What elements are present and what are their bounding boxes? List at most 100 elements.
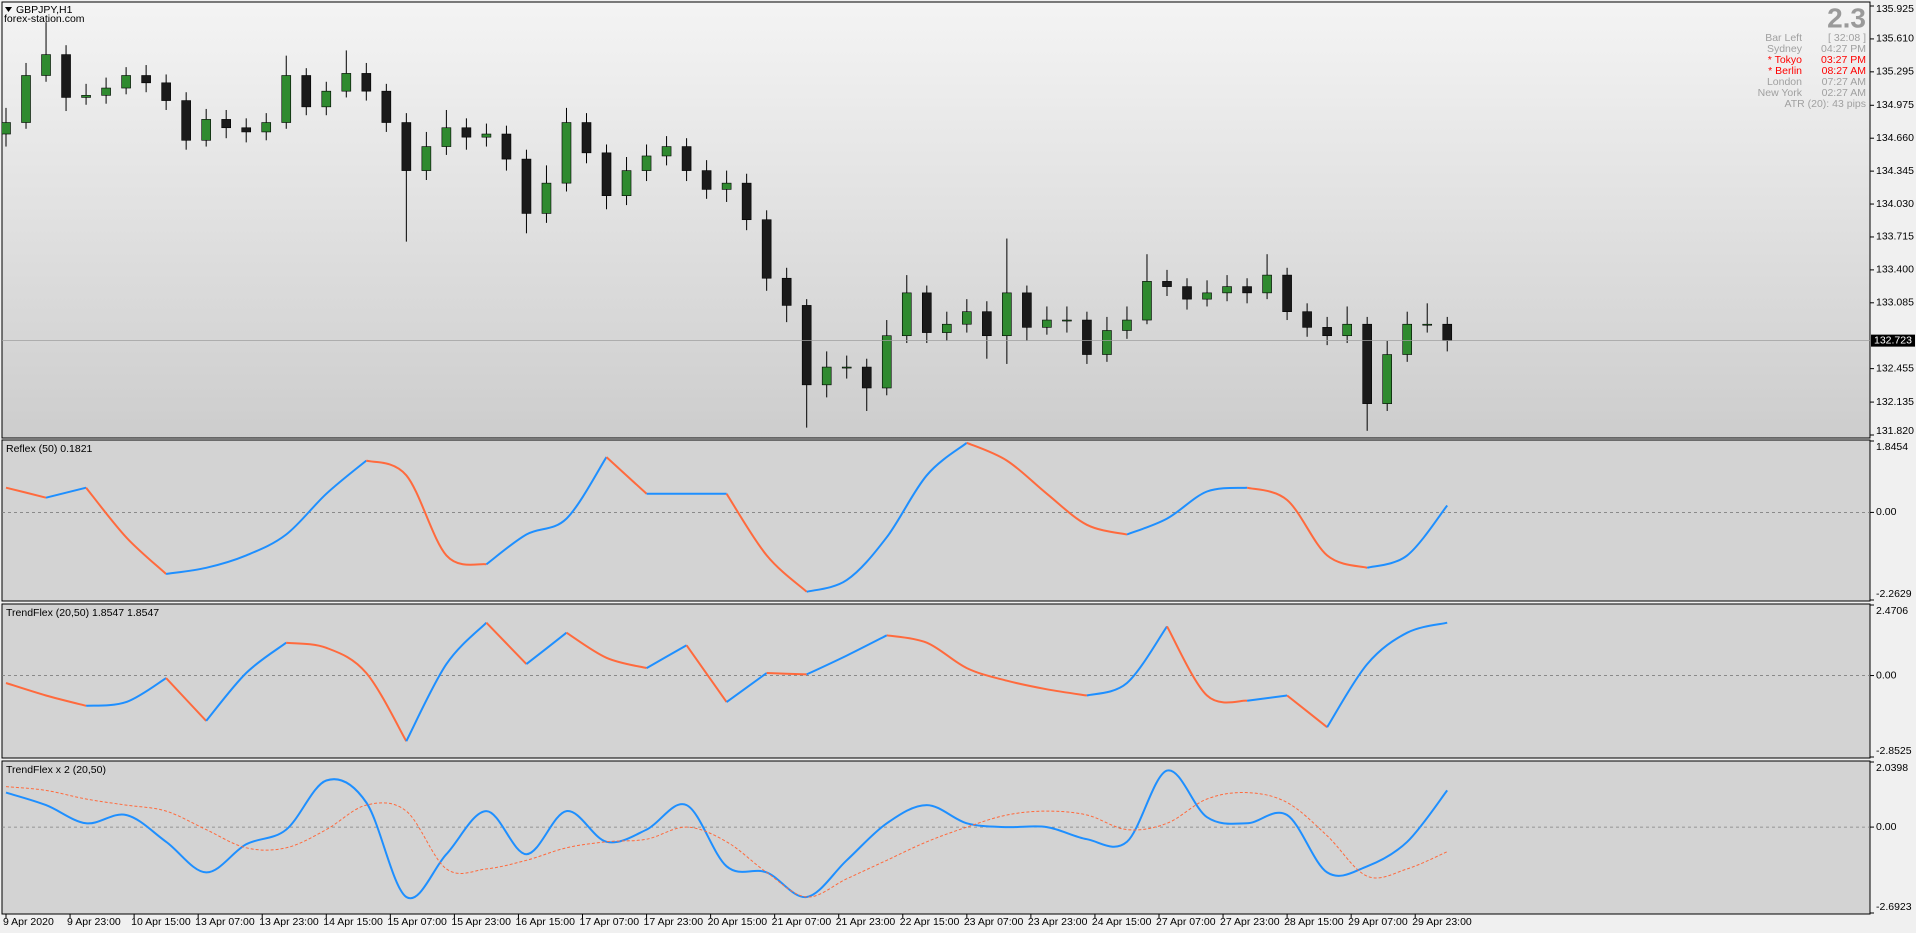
indicator-line bbox=[5, 682, 87, 707]
symbol-title: GBPJPY,H1 bbox=[16, 4, 73, 16]
y-tick-label: 133.400 bbox=[1876, 264, 1914, 276]
clock-value: 02:27 AM bbox=[1822, 87, 1866, 99]
candle-body bbox=[1082, 319, 1092, 355]
candle-body bbox=[101, 87, 111, 96]
y-tick-label: 0.00 bbox=[1876, 821, 1897, 833]
candle-body bbox=[601, 152, 612, 196]
indicator-line bbox=[45, 486, 87, 499]
y-tick-label: 132.135 bbox=[1876, 396, 1914, 408]
candle-body bbox=[421, 146, 432, 171]
candle-body bbox=[1282, 274, 1292, 312]
indicator-line bbox=[85, 487, 167, 575]
indicator-line bbox=[605, 456, 648, 495]
x-tick-label: 10 Apr 15:00 bbox=[131, 916, 191, 928]
x-tick-label: 15 Apr 23:00 bbox=[451, 916, 511, 928]
y-tick-label: 135.925 bbox=[1876, 3, 1914, 15]
y-tick-label: 134.030 bbox=[1876, 198, 1914, 210]
clock-label: * Berlin bbox=[1768, 65, 1802, 77]
candle-body bbox=[962, 311, 972, 325]
candle-body bbox=[1202, 292, 1212, 300]
indicator-panel bbox=[1, 439, 1871, 602]
indicator-line bbox=[685, 644, 728, 703]
indicator-line bbox=[766, 672, 807, 676]
candle-body bbox=[501, 133, 512, 160]
y-tick-label: 132.455 bbox=[1876, 362, 1914, 374]
candle-body bbox=[561, 122, 572, 184]
candle-body bbox=[1182, 286, 1192, 300]
indicator-line bbox=[405, 621, 488, 742]
clock-value: 03:27 PM bbox=[1821, 54, 1866, 66]
indicator-line bbox=[1246, 694, 1288, 702]
indicator-line bbox=[5, 769, 1448, 900]
candle-body bbox=[1442, 323, 1453, 341]
x-tick-label: 29 Apr 07:00 bbox=[1348, 916, 1408, 928]
candle-body bbox=[821, 366, 832, 386]
candle-body bbox=[581, 122, 592, 154]
candle-body bbox=[81, 95, 91, 98]
indicator-line bbox=[966, 441, 1128, 536]
candle-body bbox=[2, 122, 11, 135]
y-tick-label: -2.8525 bbox=[1876, 745, 1912, 757]
candle-body bbox=[841, 366, 852, 369]
candle-body bbox=[341, 73, 352, 92]
candle-body bbox=[721, 182, 732, 190]
indicator-lines bbox=[5, 769, 1448, 900]
candle-body bbox=[21, 75, 31, 123]
y-tick-label: 1.8454 bbox=[1876, 441, 1908, 453]
clock-label: Bar Left bbox=[1765, 32, 1802, 44]
y-tick-label: 135.610 bbox=[1876, 33, 1914, 45]
candle-body bbox=[481, 133, 492, 138]
candle-body bbox=[1242, 286, 1252, 294]
indicator-lines bbox=[5, 621, 1448, 742]
y-tick-label: 134.345 bbox=[1876, 165, 1914, 177]
indicator-title: TrendFlex (20,50) 1.8547 1.8547 bbox=[6, 607, 159, 619]
candle-body bbox=[221, 119, 231, 129]
candle-body bbox=[541, 182, 552, 214]
x-tick-label: 23 Apr 07:00 bbox=[964, 916, 1024, 928]
candle-body bbox=[741, 182, 752, 221]
indicator-line bbox=[1126, 486, 1248, 536]
y-tick-label: 134.975 bbox=[1876, 99, 1914, 111]
candle-body bbox=[121, 75, 131, 89]
candle-body bbox=[1322, 327, 1332, 337]
symbol-menu-arrow[interactable] bbox=[5, 7, 12, 12]
candle-body bbox=[461, 127, 472, 138]
clock-value: 08:27 AM bbox=[1822, 65, 1866, 77]
x-tick-label: 29 Apr 23:00 bbox=[1412, 916, 1472, 928]
candle-body bbox=[681, 146, 692, 171]
x-tick-label: 22 Apr 15:00 bbox=[900, 916, 960, 928]
indicator-title: TrendFlex x 2 (20,50) bbox=[6, 764, 106, 776]
clock-label: * Tokyo bbox=[1768, 54, 1802, 66]
x-tick-label: 21 Apr 23:00 bbox=[836, 916, 896, 928]
indicator-line bbox=[5, 786, 1448, 898]
candle-body bbox=[621, 170, 632, 196]
indicator-line bbox=[646, 644, 688, 669]
y-tick-label: 2.4706 bbox=[1876, 605, 1908, 617]
indicator-title: Reflex (50) 0.1821 bbox=[6, 443, 93, 455]
candle-body bbox=[1002, 292, 1012, 337]
candle-body bbox=[1122, 319, 1132, 331]
candle-body bbox=[441, 127, 452, 147]
candle-body bbox=[921, 292, 932, 333]
candle-body bbox=[701, 170, 712, 190]
candle-body bbox=[201, 119, 211, 141]
candle-body bbox=[1102, 330, 1112, 355]
candle-body bbox=[781, 277, 792, 306]
y-tick-label: 133.715 bbox=[1876, 231, 1914, 243]
candle-body bbox=[521, 158, 532, 214]
candle-body bbox=[1062, 319, 1072, 322]
y-tick-label: 0.00 bbox=[1876, 506, 1897, 518]
candle-body bbox=[982, 311, 992, 337]
candle-body bbox=[141, 75, 151, 84]
clock-value: 07:27 AM bbox=[1822, 76, 1866, 88]
indicator-line bbox=[1166, 625, 1248, 704]
x-tick-label: 9 Apr 2020 bbox=[3, 916, 54, 928]
x-tick-label: 23 Apr 23:00 bbox=[1028, 916, 1088, 928]
candle-body bbox=[881, 335, 892, 389]
candle-body bbox=[61, 54, 71, 98]
candle-body bbox=[241, 127, 252, 133]
candle-body bbox=[1222, 286, 1232, 294]
x-tick-label: 20 Apr 15:00 bbox=[708, 916, 768, 928]
indicator-panel bbox=[1, 603, 1871, 759]
